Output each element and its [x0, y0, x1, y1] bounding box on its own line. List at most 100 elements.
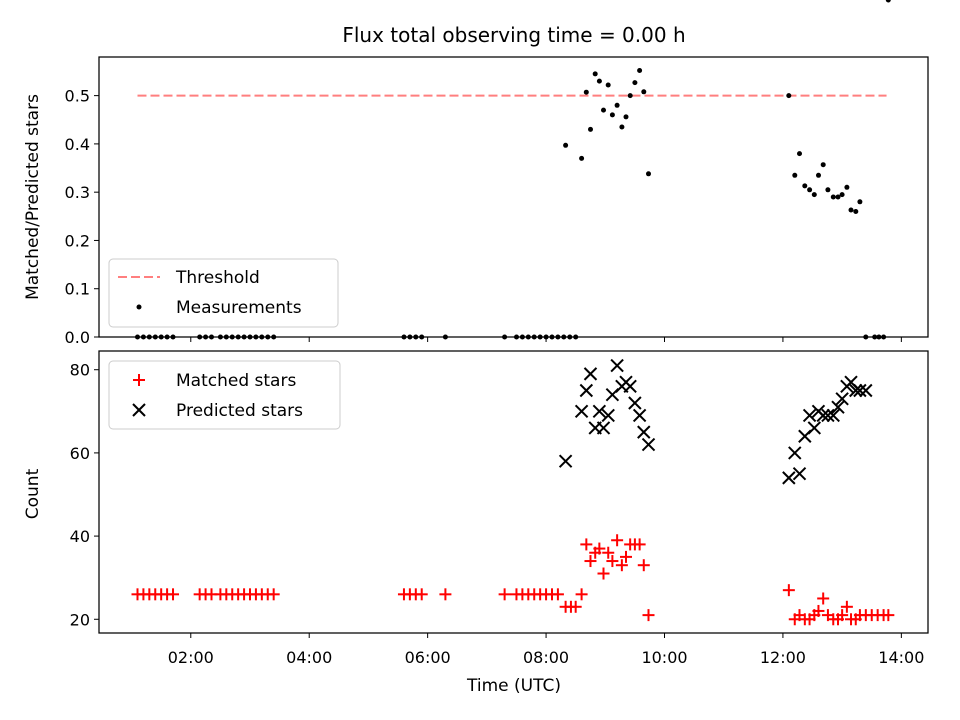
measurement-point	[588, 126, 593, 132]
measurement-point	[825, 187, 831, 193]
predicted-star-point	[583, 367, 598, 381]
bottom-legend-box	[108, 360, 341, 430]
measurement-point	[641, 89, 647, 95]
legend-matched-label: Matched stars	[176, 371, 296, 391]
predicted-star-point	[802, 408, 817, 423]
measurement-point	[601, 107, 606, 113]
predicted-star-point	[816, 408, 830, 423]
matched-star-point	[584, 555, 597, 568]
matched-star-point	[267, 588, 280, 601]
x-tick-label: 02:00	[168, 648, 214, 667]
legend-predicted-swatch	[132, 403, 146, 417]
matched-star-point	[882, 609, 895, 622]
chart-title: Flux total observing time = 0.00 h	[342, 23, 685, 47]
legend-matched-swatch	[133, 374, 145, 386]
measurement-point	[596, 78, 602, 84]
measurement-point	[853, 209, 859, 214]
measurement-point	[623, 114, 629, 120]
matched-star-point	[602, 546, 615, 559]
matched-star-point	[812, 604, 825, 617]
measurement-point	[885, 0, 891, 3]
predicted-star-point	[853, 383, 867, 398]
matched-star-point	[840, 600, 853, 613]
measurement-point	[632, 80, 638, 86]
predicted-star-point	[579, 383, 594, 398]
measurement-point	[844, 184, 850, 190]
predicted-star-point	[826, 408, 840, 423]
predicted-star-point	[821, 408, 835, 423]
top-x-ticks	[190, 337, 902, 342]
legend-measurements-label: Measurements	[176, 298, 302, 318]
matched-star-point	[836, 609, 849, 622]
predicted-star-point	[558, 454, 573, 468]
matched-star-point	[782, 584, 795, 597]
measurement-point	[646, 171, 651, 177]
predicted-star-point	[782, 471, 796, 485]
matched-star-point	[633, 538, 646, 551]
bottom-x-axis: 02:00 04:00 06:00 08:00 10:00 12:00 14:00	[168, 633, 924, 667]
x-tick-label: 10:00	[641, 648, 687, 667]
bottom-panel: 20 40 60 80 02:00 04:00 06:00 08:00 10:00 12:00 1…	[23, 350, 929, 696]
top-y-tick-label: 0.1	[65, 280, 90, 299]
measurement-point	[830, 194, 836, 200]
matched-star-point	[611, 534, 624, 547]
top-y-tick-label: 0.4	[65, 135, 90, 154]
top-y-axis-label: Matched/Predicted stars	[23, 94, 43, 300]
matched-star-point	[606, 555, 619, 568]
top-axes-frame	[98, 56, 929, 338]
measurement-point	[811, 192, 817, 198]
measurement-point	[839, 192, 845, 198]
predicted-star-point	[623, 379, 637, 394]
measurement-point	[614, 102, 620, 108]
top-legend-box	[108, 258, 339, 328]
measurement-point	[637, 68, 643, 73]
matched-star-point	[637, 559, 650, 572]
x-tick-label: 12:00	[760, 648, 806, 667]
top-panel: 0.0 0.1 0.2 0.3 0.4 0.5 Matched/Predicted sta…	[23, 0, 929, 347]
legend-measurements-swatch	[136, 304, 142, 310]
predicted-star-point	[574, 404, 589, 419]
predicted-star-point	[849, 383, 863, 398]
matched-star-point	[642, 609, 655, 622]
predicted-star-point	[859, 383, 873, 398]
x-tick-label: 14:00	[878, 648, 924, 667]
measurement-point	[792, 172, 798, 178]
matched-star-point	[580, 538, 593, 551]
predicted-star-point	[641, 437, 656, 452]
top-y-tick-label: 0.0	[65, 328, 90, 347]
bottom-y-axis: 20 40 60 80	[70, 361, 99, 629]
measurement-point	[857, 199, 863, 205]
x-tick-label: 06:00	[405, 648, 451, 667]
bottom-axes-frame	[98, 350, 929, 634]
measurement-point	[592, 71, 598, 77]
predicted-star-point	[807, 421, 822, 435]
top-y-axis: 0.0 0.1 0.2 0.3 0.4 0.5	[65, 87, 99, 347]
matched-star-point	[551, 588, 564, 601]
measurement-point	[619, 124, 625, 130]
matched-star-point	[439, 588, 452, 601]
measurement-point	[848, 207, 854, 213]
measurement-point	[797, 151, 802, 157]
matched-star-point	[620, 550, 633, 563]
matched-star-point	[569, 600, 582, 613]
predicted-star-point	[632, 408, 647, 423]
predicted-star-point	[637, 425, 651, 439]
predicted-star-point	[592, 404, 607, 419]
predicted-star-point	[601, 408, 615, 423]
bottom-y-axis-label: Count	[23, 468, 43, 519]
bottom-legend: Matched stars Predicted stars	[108, 360, 341, 430]
legend-threshold-label: Threshold	[175, 268, 260, 288]
x-tick-label: 04:00	[286, 648, 332, 667]
measurement-point	[816, 172, 821, 178]
measurement-point	[605, 82, 611, 88]
bottom-y-tick-label: 60	[70, 444, 90, 463]
x-axis-label: Time (UTC)	[466, 676, 561, 696]
measurement-point	[609, 112, 615, 118]
measurement-point	[802, 183, 808, 189]
measurement-point	[835, 194, 841, 200]
x-tick-label: 08:00	[523, 648, 569, 667]
matched-star-point	[415, 588, 428, 601]
predicted-star-point	[835, 392, 849, 406]
measurement-point	[583, 89, 589, 95]
predicted-star-point	[792, 466, 807, 481]
